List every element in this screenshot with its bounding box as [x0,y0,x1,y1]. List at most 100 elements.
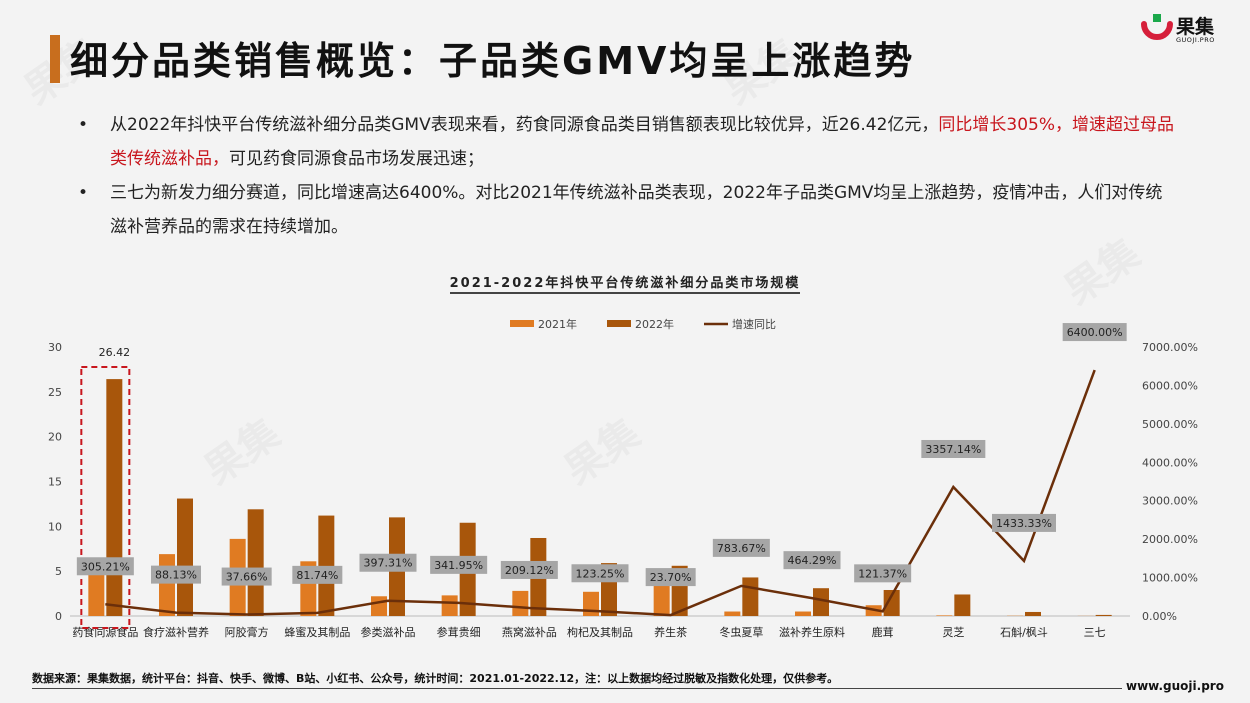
bar-2022 [813,588,829,616]
data-source-note: 数据来源：果集数据，统计平台：抖音、快手、微博、B站、小红书、公众号，统计时间：… [32,672,839,685]
data-label-box [500,560,558,579]
x-tick-label: 三七 [1084,626,1106,639]
data-label: 88.13% [155,569,197,582]
data-label: 397.31% [364,557,413,570]
bar-2021 [159,554,175,616]
legend-label: 2022年 [635,317,674,331]
y-tick-label: 0 [55,610,62,623]
bar-2022 [1095,614,1112,616]
data-label-box [783,551,841,570]
data-label: 23.70% [650,571,692,584]
logo-icon [1141,14,1173,40]
data-label: 305.21% [81,560,130,573]
data-label-box [359,553,417,572]
bar-2022 [742,577,759,616]
data-label-box [151,565,201,584]
bar-2021 [583,591,599,616]
legend-swatch [510,320,534,327]
bar-2022 [106,379,123,616]
x-tick-label: 鹿茸 [872,625,894,639]
bullet-item: • 从2022年抖快平台传统滋补细分品类GMV表现来看，药食同源食品类目销售额表… [78,108,1178,176]
y2-tick-label: 3000.00% [1142,495,1198,508]
data-label-box [221,567,272,586]
y2-tick-label: 7000.00% [1142,341,1198,354]
bullet-text: 三七为新发力细分赛道，同比增速高达6400%。对比2021年传统滋补品类表现，2… [110,183,1163,237]
x-tick-label: 养生茶 [654,625,687,639]
bullet-text: 从2022年抖快平台传统滋补细分品类GMV表现来看，药食同源食品类目销售额表现比… [110,115,939,135]
y-tick-label: 30 [48,341,62,354]
y-tick-label: 20 [48,431,62,444]
x-tick-label: 蜂蜜及其制品 [284,625,350,639]
growth-line [105,369,1096,617]
bar-2022 [318,515,335,616]
highlight-box [80,366,131,629]
title-accent-bar [50,35,60,83]
data-label: 1433.33% [996,517,1052,530]
y2-tick-label: 2000.00% [1142,533,1198,546]
legend-label: 2021年 [538,317,577,331]
footer-divider [32,688,1122,689]
x-tick-label: 参类滋补品 [361,625,416,639]
data-label-box [921,439,986,458]
legend-label: 增速同比 [732,317,776,331]
x-tick-label: 阿胶膏方 [225,625,269,639]
y2-tick-label: 1000.00% [1142,572,1198,585]
y2-tick-label: 6000.00% [1142,379,1198,392]
data-label: 341.95% [434,559,483,572]
bullet-highlight: 同比增长305%，增速超过母品类传统滋补品， [110,115,1175,169]
data-label-box [645,568,696,587]
bar-2022 [954,594,971,616]
data-label: 209.12% [505,564,554,577]
bar-2022 [247,509,264,616]
x-tick-label: 枸杞及其制品 [567,625,633,639]
x-tick-label: 石斛/枫斗 [1000,625,1048,639]
x-tick-label: 滋补养生原料 [779,625,845,639]
y-tick-label: 15 [48,476,62,489]
chart-title-wrap: 2021-2022年抖快平台传统滋补细分品类市场规模 [0,272,1250,294]
x-tick-label: 灵芝 [942,626,964,639]
bar-2021 [795,611,811,616]
data-label-box [76,557,134,576]
data-label-box [854,564,912,583]
bar-2021 [441,595,458,616]
bullet-dot-icon: • [78,115,89,135]
brand-logo: 果集 GUOJI.PRO [1140,12,1240,48]
y2-tick-label: 5000.00% [1142,418,1198,431]
y-tick-label: 25 [48,386,62,399]
data-label-box [1062,323,1127,342]
bar-2022 [1025,611,1041,616]
data-label: 121.37% [858,567,907,580]
bar-2022 [883,589,900,616]
data-label: 464.29% [788,554,837,567]
y-tick-label: 10 [48,520,62,533]
data-label-box [292,565,343,584]
y-tick-label: 5 [55,565,62,578]
y2-tick-label: 0.00% [1142,610,1177,623]
data-label-box [571,564,629,583]
summary-bullets: • 从2022年抖快平台传统滋补细分品类GMV表现来看，药食同源食品类目销售额表… [78,108,1178,244]
x-tick-label: 燕窝滋补品 [502,625,557,639]
data-label: 123.25% [576,567,625,580]
chart-title: 2021-2022年抖快平台传统滋补细分品类市场规模 [449,276,801,294]
logo-subtext: GUOJI.PRO [1176,36,1215,44]
x-tick-label: 药食同源食品 [72,625,138,639]
bar-line-chart: 0 5 10 15 20 25 30 0.00% 1000.00% 2000.00% 3000.00… [48,317,1198,639]
bar-2022 [177,498,193,616]
legend-swatch [607,320,631,327]
bar-value-label: 26.42 [99,346,131,359]
x-tick-label: 食疗滋补营养 [143,625,209,639]
x-tick-label: 冬虫夏草 [719,625,763,639]
data-label: 3357.14% [925,443,981,456]
logo-text: 果集 [1176,16,1215,38]
bar-2021 [512,590,529,616]
bullet-item: • 三七为新发力细分赛道，同比增速高达6400%。对比2021年传统滋补品类表现… [78,176,1178,244]
data-label: 37.66% [226,571,268,584]
y2-tick-label: 4000.00% [1142,456,1198,469]
data-label: 6400.00% [1067,326,1123,339]
bullet-text: 可见药食同源食品市场发展迅速； [229,149,484,169]
data-label-box [992,513,1056,532]
bar-2021 [724,611,741,616]
x-tick-label: 参茸贵细 [437,625,481,639]
page-title: 细分品类销售概览：子品类GMV均呈上涨趋势 [70,39,916,83]
data-label-box [712,538,770,557]
